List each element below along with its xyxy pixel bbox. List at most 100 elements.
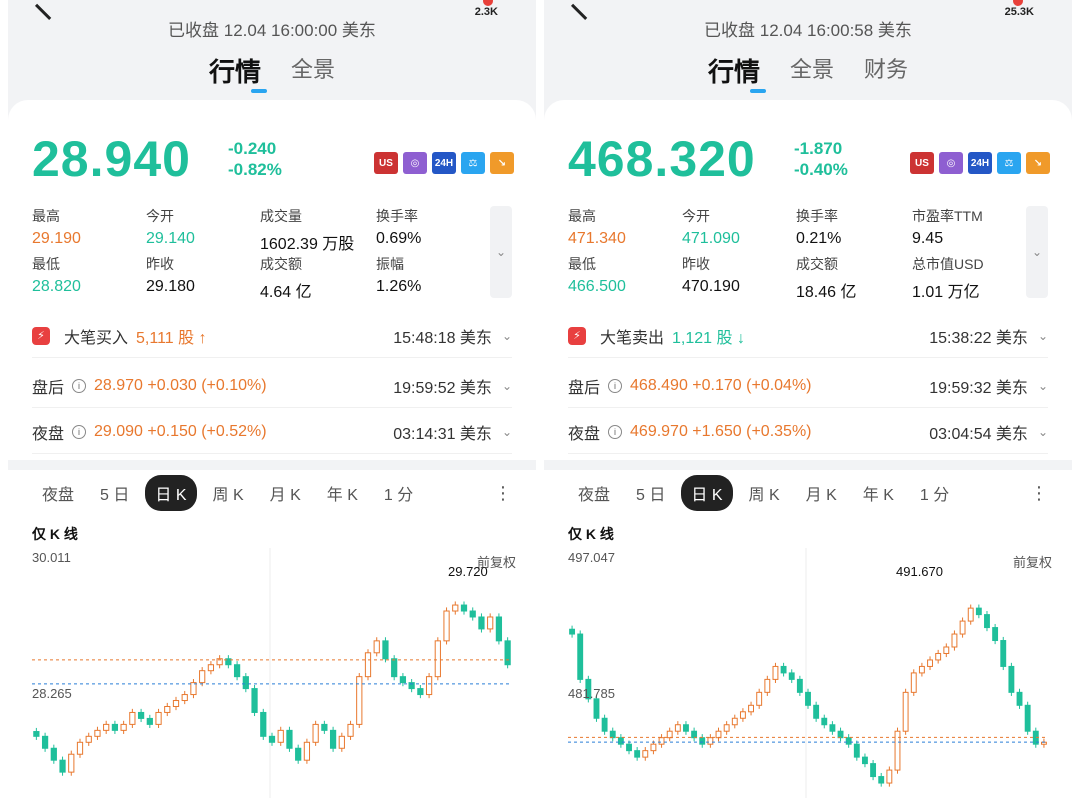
scale-icon[interactable]: ⚖	[997, 152, 1021, 174]
after_hours-value: 468.490 +0.170 (+0.04%)	[630, 376, 812, 394]
tab-2[interactable]: 财务	[864, 57, 909, 82]
overnight-row[interactable]: 夜盘 i 29.090 +0.150 (+0.52%) 03:14:31 美东 ⌄	[32, 410, 512, 454]
kline-chart: 497.047 481.785 前复权 491.670	[544, 548, 1072, 810]
info-icon[interactable]: i	[608, 424, 623, 439]
y-axis-mid-label: 28.265	[32, 686, 72, 701]
trend-down-icon[interactable]: ↘	[490, 152, 514, 174]
candle-body	[715, 730, 722, 739]
notification-badge[interactable]: 2.3K	[474, 0, 498, 18]
big_trade-row[interactable]: ⚡ 大笔卖出 1,121 股 ↓ 15:38:22 美东 ⌄	[568, 314, 1048, 358]
last-price: 28.940	[32, 131, 191, 187]
after_hours-row[interactable]: 盘后 i 468.490 +0.170 (+0.04%) 19:59:32 美东 ⌄	[568, 364, 1048, 408]
info-icon[interactable]: i	[72, 424, 87, 439]
chevron-down-icon[interactable]: ⌄	[501, 378, 512, 393]
stat-mcap: 总市值USD 1.01 万亿	[912, 254, 984, 302]
period-selector: 夜盘 5 日日 K 周 K 月 K 年 K 1 分 ⋮	[32, 475, 512, 511]
stat-value: 1.01 万亿	[912, 284, 980, 301]
tab-0[interactable]: 行情	[708, 52, 767, 93]
24h-icon[interactable]: 24H	[432, 152, 456, 174]
tab-1[interactable]: 全景	[291, 57, 336, 82]
period-tab-3[interactable]: 周 K	[748, 487, 780, 504]
chevron-down-icon[interactable]: ⌄	[501, 424, 512, 439]
adjust-mode-label[interactable]: 前复权	[476, 555, 516, 570]
candle-body	[984, 614, 990, 629]
overnight-value: 469.970 +1.650 (+0.35%)	[630, 422, 812, 440]
orbit-icon[interactable]: ◎	[939, 152, 963, 174]
period-tab-2[interactable]: 日 K	[145, 475, 197, 511]
period-tab-1[interactable]: 5 日	[636, 487, 666, 504]
candle-body	[59, 759, 66, 773]
candle-body	[364, 652, 372, 678]
candle-body	[260, 711, 267, 737]
kline-mode-toggle[interactable]: 仅 K 线	[568, 526, 614, 542]
price-change: -1.870 -0.40%	[794, 138, 848, 180]
expand-stats-button[interactable]: ⌄	[1026, 206, 1048, 298]
after_hours-time: 19:59:52 美东	[393, 379, 492, 397]
scale-icon[interactable]: ⚖	[461, 152, 485, 174]
period-tab-5[interactable]: 年 K	[862, 487, 894, 504]
24h-icon[interactable]: 24H	[968, 152, 992, 174]
stats-grid: 最高 29.190 今开 29.140 成交量 1602.39 万股 换手率 0.69% 最低 2…	[32, 206, 492, 302]
big_trade-label: 大笔买入	[64, 329, 129, 347]
period-tab-0[interactable]: 夜盘	[578, 487, 611, 504]
stat-open: 今开 29.140	[146, 206, 195, 248]
candle-body	[277, 729, 284, 743]
overnight-label: 夜盘	[32, 425, 65, 443]
period-tab-4[interactable]: 月 K	[269, 487, 301, 504]
stat-label: 最高	[32, 208, 60, 224]
us-flag-icon[interactable]: US	[374, 152, 398, 174]
period-tab-0[interactable]: 夜盘	[42, 487, 75, 504]
more-icon[interactable]: ⋮	[1030, 482, 1048, 503]
tab-0[interactable]: 行情	[209, 52, 268, 93]
chevron-down-icon[interactable]: ⌄	[501, 328, 512, 343]
period-tab-3[interactable]: 周 K	[212, 487, 244, 504]
overnight-row[interactable]: 夜盘 i 469.970 +1.650 (+0.35%) 03:04:54 美东 ⌄	[568, 410, 1048, 454]
stat-amount: 成交额 18.46 亿	[796, 254, 857, 302]
more-icon[interactable]: ⋮	[494, 482, 512, 503]
candlestick-svg[interactable]	[544, 548, 1072, 810]
stat-label: 最高	[568, 208, 596, 224]
after_hours-row[interactable]: 盘后 i 28.970 +0.030 (+0.10%) 19:59:52 美东 ⌄	[32, 364, 512, 408]
us-flag-icon[interactable]: US	[910, 152, 934, 174]
candle-body	[478, 616, 485, 630]
candle-body	[837, 730, 844, 739]
chevron-down-icon[interactable]: ⌄	[1037, 328, 1048, 343]
candle-body	[683, 724, 689, 732]
trend-down-icon[interactable]: ↘	[1026, 152, 1050, 174]
y-axis-top-label: 497.047	[568, 550, 615, 565]
period-tab-5[interactable]: 年 K	[326, 487, 358, 504]
candle-body	[902, 691, 909, 732]
adjust-mode-label[interactable]: 前复权	[1012, 555, 1052, 570]
bolt-icon: ⚡	[32, 326, 50, 345]
stat-label: 今开	[146, 208, 174, 224]
period-tab-4[interactable]: 月 K	[805, 487, 837, 504]
notification-badge[interactable]: 25.3K	[1004, 0, 1034, 18]
candle-body	[951, 633, 958, 648]
info-icon[interactable]: i	[72, 378, 87, 393]
stat-volume: 成交量 1602.39 万股	[260, 206, 354, 254]
candle-body	[164, 705, 171, 713]
candle-body	[788, 672, 795, 680]
candle-body	[216, 658, 223, 666]
candlestick-svg[interactable]	[8, 548, 536, 810]
stat-value: 9.45	[912, 230, 944, 247]
period-tab-1[interactable]: 5 日	[100, 487, 130, 504]
big_trade-value: 5,111 股 ↑	[136, 329, 207, 347]
candle-body	[103, 723, 110, 731]
chevron-down-icon[interactable]: ⌄	[1037, 378, 1048, 393]
expand-stats-button[interactable]: ⌄	[490, 206, 512, 298]
stat-amount: 成交额 4.64 亿	[260, 254, 312, 302]
period-tab-2[interactable]: 日 K	[681, 475, 733, 511]
period-tab-6[interactable]: 1 分	[919, 487, 950, 504]
candle-body	[805, 691, 811, 706]
after_hours-label: 盘后	[568, 379, 601, 397]
info-icon[interactable]: i	[608, 378, 623, 393]
candle-body	[894, 730, 901, 771]
orbit-icon[interactable]: ◎	[403, 152, 427, 174]
big_trade-row[interactable]: ⚡ 大笔买入 5,111 股 ↑ 15:48:18 美东 ⌄	[32, 314, 512, 358]
period-tab-6[interactable]: 1 分	[383, 487, 414, 504]
market-flags: US ◎ 24H ⚖ ↘	[910, 152, 1050, 174]
tab-1[interactable]: 全景	[789, 57, 834, 82]
kline-mode-toggle[interactable]: 仅 K 线	[32, 526, 78, 542]
chevron-down-icon[interactable]: ⌄	[1037, 424, 1048, 439]
